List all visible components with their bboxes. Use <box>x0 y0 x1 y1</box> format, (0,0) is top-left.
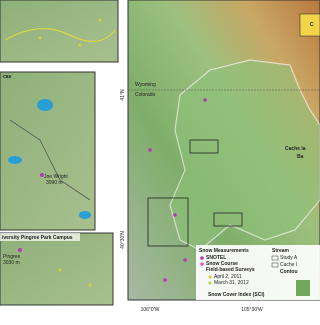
inset-box <box>189 139 219 154</box>
legend-heading: Field-based Surveys <box>206 267 255 273</box>
inset-title: iversity Pingree Park Campus <box>2 235 73 241</box>
lake <box>8 156 22 164</box>
legend-ramp <box>296 280 310 296</box>
snotel-site <box>183 258 187 262</box>
study-area <box>169 59 320 251</box>
legend-entry: Snow Cover Index (SCI) <box>208 292 265 298</box>
legend-symbol <box>271 255 279 261</box>
snotel-site <box>148 148 152 152</box>
survey-point <box>78 43 82 47</box>
basin-label: Cache la <box>285 146 306 152</box>
main-map: C Wyoming Colorado Cache la Ba Snow Meas… <box>127 0 320 301</box>
state-label: Colorado <box>135 92 156 98</box>
site-label: 3030 m <box>3 260 20 266</box>
legend-symbol <box>208 281 212 285</box>
legend-symbol <box>208 275 212 279</box>
legend-symbol <box>271 262 279 268</box>
lon-label: 105°30'W <box>241 307 263 313</box>
site-label: Pingree <box>3 254 20 260</box>
legend-entry: Study A <box>280 255 298 261</box>
site-label: 3090 m <box>46 180 63 186</box>
lon-label: 106°0'W <box>141 307 160 313</box>
title-band <box>0 233 80 241</box>
inset-title: cas <box>3 74 12 80</box>
legend-symbol <box>200 262 204 266</box>
state-label: Wyoming <box>135 82 156 88</box>
basin-label: Ba <box>297 154 304 160</box>
bottom-inset: iversity Pingree Park Campus Pingree 303… <box>0 232 114 306</box>
legend-entry: Stream <box>272 248 290 254</box>
snotel-site <box>173 213 177 217</box>
legend-entry: Snow Course <box>206 261 238 267</box>
inset-frame <box>0 232 114 306</box>
locator-label: C <box>310 22 314 28</box>
legend-heading: Snow Measurements <box>199 248 249 254</box>
lake <box>79 211 91 219</box>
legend-entry: Cache l <box>280 262 297 268</box>
lake <box>37 99 53 111</box>
survey-point <box>38 36 42 40</box>
site-label: Joe Wright <box>44 174 68 180</box>
survey-point <box>88 283 92 287</box>
legend-entry: April 2, 2011 <box>214 274 242 280</box>
top-inset <box>0 0 119 63</box>
road <box>4 28 116 42</box>
locator-inset <box>299 13 320 37</box>
inset-box <box>213 212 243 227</box>
snotel-site <box>40 173 44 177</box>
survey-point <box>58 268 62 272</box>
inset-frame <box>0 71 96 231</box>
legend-symbol <box>200 256 204 260</box>
lat-label: 40°30'N <box>120 231 126 249</box>
legend-entry: Contou <box>280 269 298 275</box>
legend-entry: March 31, 2012 <box>214 280 249 286</box>
snotel-site <box>163 278 167 282</box>
middle-inset: cas Joe Wright 3090 m <box>0 71 96 231</box>
boundary <box>9 119 91 201</box>
survey-point <box>98 18 102 22</box>
snotel-site <box>203 98 207 102</box>
inset-box <box>147 197 189 247</box>
lat-label: 41°N <box>120 89 126 101</box>
legend-entry: SNOTEL <box>206 255 226 261</box>
snotel-site <box>18 248 22 252</box>
